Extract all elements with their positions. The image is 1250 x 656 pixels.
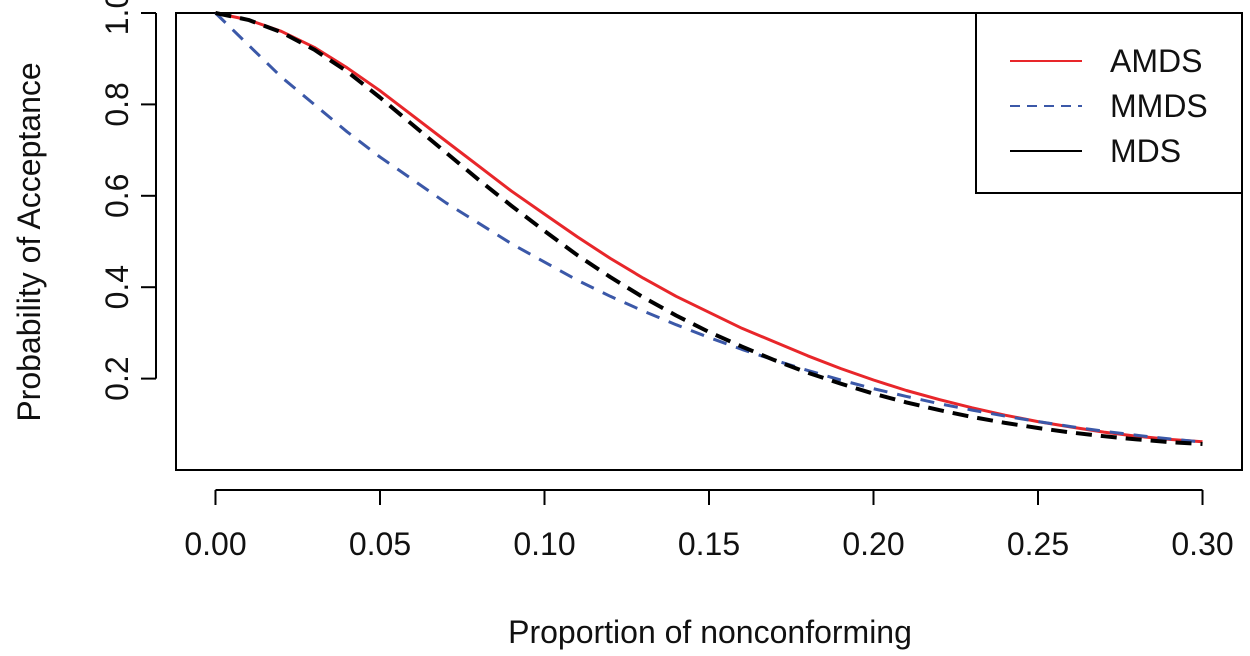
- legend-box: [975, 12, 1243, 194]
- x-axis: 0.00 0.05 0.10 0.15 0.20 0.25 0.30: [184, 489, 1234, 562]
- x-tick-label: 0.20: [842, 526, 904, 562]
- series-layer: [214, 11, 1203, 446]
- legend-label-amds: AMDS: [1110, 43, 1202, 79]
- y-tick-label: 0.4: [99, 265, 135, 309]
- plot-frame: [175, 12, 1243, 471]
- x-tick-label: 0.25: [1007, 526, 1069, 562]
- series-line-mmds: [214, 11, 1203, 444]
- y-tick-label: 1.0: [99, 0, 135, 35]
- y-axis: 0.2 0.4 0.6 0.8 1.0: [99, 0, 157, 401]
- series-line-mds: [215, 11, 1203, 446]
- x-tick-label: 0.00: [184, 526, 246, 562]
- legend: AMDS MMDS MDS: [975, 12, 1243, 194]
- x-tick-label: 0.10: [513, 526, 575, 562]
- x-tick-label: 0.30: [1171, 526, 1233, 562]
- legend-label-mds: MDS: [1110, 133, 1181, 169]
- y-axis-title: Probability of Acceptance: [11, 62, 47, 421]
- x-axis-title: Proportion of nonconforming: [508, 614, 912, 650]
- y-tick-label: 0.2: [99, 356, 135, 400]
- legend-label-mmds: MMDS: [1110, 88, 1208, 124]
- x-tick-label: 0.15: [678, 526, 740, 562]
- y-tick-label: 0.8: [99, 82, 135, 126]
- x-tick-label: 0.05: [349, 526, 411, 562]
- series-line-amds: [215, 11, 1203, 444]
- y-tick-label: 0.6: [99, 174, 135, 218]
